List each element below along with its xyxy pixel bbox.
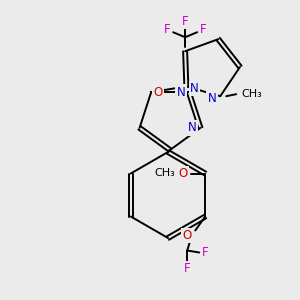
Text: O: O bbox=[178, 167, 188, 180]
Text: N: N bbox=[188, 122, 197, 134]
Text: O: O bbox=[183, 229, 192, 242]
Text: CH₃: CH₃ bbox=[241, 89, 262, 99]
Text: F: F bbox=[182, 15, 188, 28]
Text: CH₃: CH₃ bbox=[155, 169, 176, 178]
Text: N: N bbox=[190, 82, 199, 95]
Text: N: N bbox=[176, 85, 185, 99]
Text: N: N bbox=[208, 92, 217, 105]
Text: F: F bbox=[200, 23, 206, 36]
Text: F: F bbox=[164, 23, 170, 36]
Text: O: O bbox=[154, 85, 163, 99]
Text: F: F bbox=[202, 246, 208, 259]
Text: F: F bbox=[184, 262, 190, 275]
